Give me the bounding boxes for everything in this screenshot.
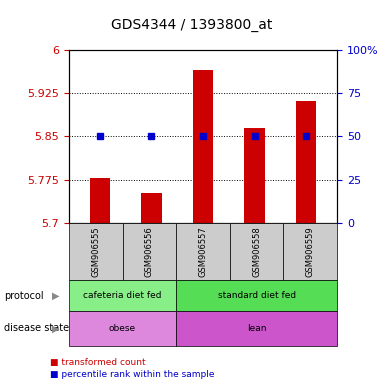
Text: protocol: protocol — [4, 291, 43, 301]
Text: obese: obese — [109, 324, 136, 333]
Bar — [296, 101, 316, 223]
Bar — [141, 193, 162, 223]
Bar — [90, 178, 110, 223]
Text: disease state: disease state — [4, 323, 69, 333]
Text: ▶: ▶ — [52, 323, 59, 333]
Text: ■ transformed count: ■ transformed count — [50, 358, 146, 367]
Text: standard diet fed: standard diet fed — [218, 291, 296, 300]
Bar — [244, 127, 265, 223]
Text: ■ percentile rank within the sample: ■ percentile rank within the sample — [50, 370, 214, 379]
Text: GSM906558: GSM906558 — [252, 226, 261, 277]
Bar — [193, 70, 213, 223]
Text: ▶: ▶ — [52, 291, 59, 301]
Text: cafeteria diet fed: cafeteria diet fed — [83, 291, 162, 300]
Text: GSM906559: GSM906559 — [306, 226, 315, 277]
Text: GSM906556: GSM906556 — [145, 226, 154, 277]
Text: GSM906555: GSM906555 — [91, 226, 100, 277]
Text: GDS4344 / 1393800_at: GDS4344 / 1393800_at — [111, 18, 272, 32]
Text: GSM906557: GSM906557 — [198, 226, 208, 277]
Text: lean: lean — [247, 324, 266, 333]
